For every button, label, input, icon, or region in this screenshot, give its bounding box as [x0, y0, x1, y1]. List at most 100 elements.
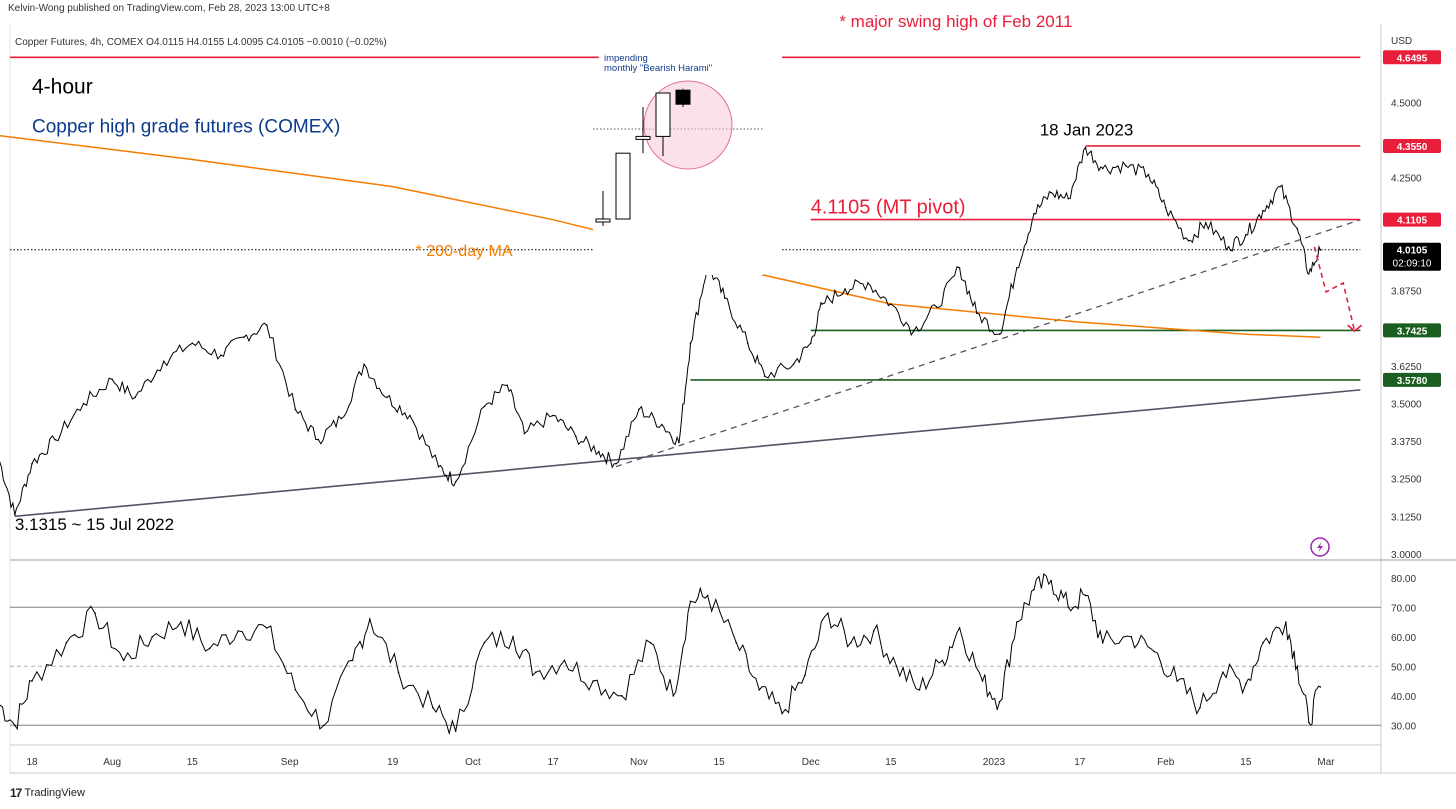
- rsi-tick-label: 30.00: [1391, 721, 1416, 732]
- rsi-axis-ticks: 30.00 40.00 50.00 60.00 70.00 80.00: [1391, 574, 1416, 733]
- publisher-line: Kelvin-Wong published on TradingView.com…: [8, 3, 330, 14]
- rsi-tick-label: 50.00: [1391, 662, 1416, 673]
- rsi-point: [1262, 641, 1264, 644]
- rsi-point: [122, 659, 125, 662]
- price-tag-bg: [1383, 138, 1441, 153]
- price-tag-label: 4.6495: [1397, 53, 1428, 64]
- rsi-point: [65, 641, 68, 644]
- rsi-point: [512, 635, 514, 638]
- rsi-line: [0, 573, 1321, 736]
- trendline-medium-term-ascending: [615, 219, 1361, 468]
- rsi-point: [649, 641, 652, 644]
- projection-arrowhead: [1347, 324, 1363, 333]
- price-tag-swing-high: 4.3550: [1383, 138, 1441, 153]
- price-point: [265, 324, 268, 326]
- price-tag-support-2: 3.5780: [1383, 372, 1441, 387]
- rsi-tick-label: 70.00: [1391, 603, 1416, 614]
- price-tag-bg: [1383, 50, 1441, 65]
- rsi-point: [895, 665, 898, 668]
- rsi-point: [1296, 665, 1299, 668]
- price-point: [111, 378, 113, 381]
- price-point: [615, 462, 617, 465]
- currency-label: USD: [1391, 36, 1412, 47]
- price-point: [912, 330, 915, 332]
- rsi-point: [151, 635, 154, 638]
- rsi-point: [998, 700, 1001, 703]
- price-tag-bg: [1383, 242, 1441, 271]
- annotation-3: 18 Jan 2023: [1040, 120, 1134, 139]
- rsi-point: [735, 641, 738, 644]
- rsi-point: [804, 674, 806, 676]
- rsi-point: [706, 594, 709, 597]
- price-point: [1187, 240, 1190, 242]
- price-point: [82, 402, 85, 405]
- rsi-point: [689, 600, 692, 603]
- rsi-point: [1101, 641, 1104, 644]
- time-tick-label: 2023: [983, 757, 1006, 768]
- tradingview-footer[interactable]: 17 TradingView: [10, 786, 85, 800]
- annotation-1: Copper high grade futures (COMEX): [32, 116, 340, 137]
- rsi-point: [265, 627, 268, 629]
- price-point: [220, 354, 222, 357]
- price-point: [724, 297, 726, 299]
- time-tick-label: Nov: [630, 757, 648, 768]
- price-tag-support-1: 3.7425: [1383, 323, 1441, 338]
- inset-candle-body: [655, 92, 671, 137]
- price-point: [552, 414, 554, 417]
- rsi-point: [781, 712, 783, 715]
- rsi-point: [94, 612, 96, 614]
- inset-candle: [655, 92, 671, 156]
- time-tick-label: Mar: [1317, 757, 1335, 768]
- rsi-point: [1285, 621, 1287, 623]
- inset-candle: [675, 88, 691, 107]
- price-point: [191, 342, 194, 344]
- time-tick-label: 15: [1240, 757, 1252, 768]
- rsi-point: [758, 689, 760, 691]
- price-point: [1084, 146, 1087, 149]
- price-line: [0, 146, 1321, 515]
- price-tick-label: 3.1250: [1391, 512, 1422, 523]
- price-point: [1016, 267, 1018, 269]
- price-point: [1101, 167, 1104, 170]
- trendlines: [14, 219, 1361, 518]
- price-point: [1279, 185, 1281, 188]
- price-point: [162, 360, 165, 363]
- price-point: [746, 342, 749, 344]
- price-point: [1050, 191, 1052, 194]
- price-levels: [10, 56, 1361, 381]
- inset-candle-body: [635, 135, 651, 140]
- rsi-tick-label: 40.00: [1391, 692, 1416, 703]
- inset-candles: [595, 88, 691, 226]
- rsi-point: [431, 706, 434, 709]
- rsi-point: [1308, 721, 1310, 724]
- rsi-point: [31, 680, 33, 682]
- rsi-point: [1067, 606, 1070, 609]
- rsi-point: [180, 621, 182, 623]
- price-point: [243, 336, 245, 338]
- price-point: [661, 423, 663, 426]
- rsi-tick-label: 60.00: [1391, 633, 1416, 644]
- price-tag-countdown: 02:09:10: [1393, 259, 1432, 270]
- price-point: [935, 306, 938, 308]
- inset-candle: [595, 191, 611, 226]
- price-tick-label: 3.0000: [1391, 550, 1422, 561]
- time-tick-label: Aug: [103, 757, 121, 768]
- price-point: [575, 435, 577, 438]
- rsi-point: [369, 618, 371, 620]
- price-tag-label: 3.7425: [1397, 326, 1428, 337]
- price-point: [764, 375, 766, 378]
- tradingview-logo-icon: 17: [10, 786, 22, 800]
- price-point: [598, 450, 600, 453]
- price-point: [31, 462, 33, 465]
- rsi-point: [592, 680, 594, 682]
- inset-title-line2: monthly "Bearish Harami": [604, 63, 712, 74]
- harami-inset: impending monthly "Bearish Harami": [593, 53, 763, 275]
- rsi-point: [849, 641, 852, 644]
- rsi-point: [958, 627, 961, 629]
- price-point: [678, 441, 680, 444]
- rsi-point: [827, 612, 829, 614]
- lightning-icon[interactable]: [1310, 537, 1330, 557]
- price-point: [1204, 221, 1207, 224]
- rsi-point: [237, 630, 239, 632]
